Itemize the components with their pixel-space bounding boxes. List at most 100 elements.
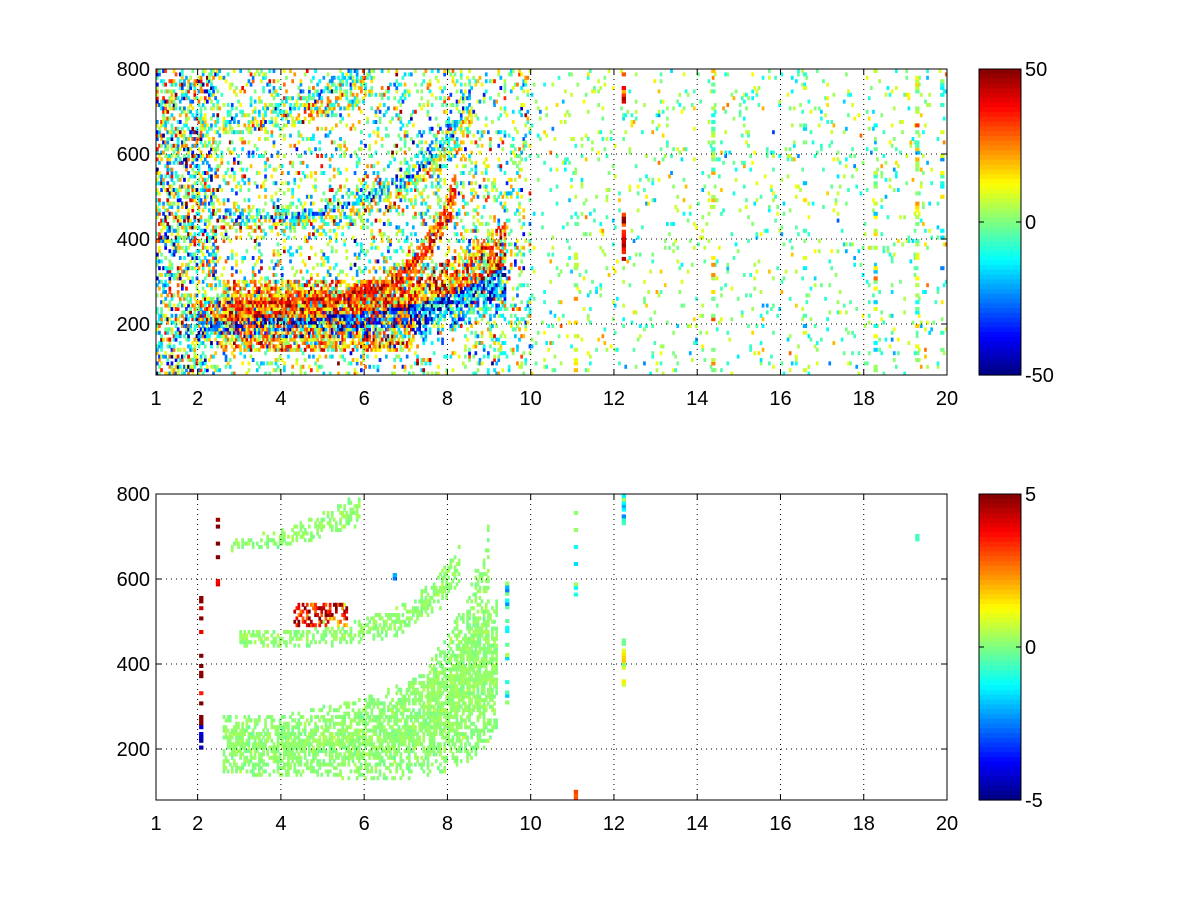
heatmap-cell [183, 296, 186, 301]
heatmap-cell [258, 225, 261, 230]
heatmap-cell [395, 310, 399, 315]
heatmap-cell [399, 167, 403, 172]
heatmap-cell [156, 123, 159, 128]
heatmap-cell [432, 279, 436, 284]
heatmap-cell [206, 225, 209, 230]
heatmap-cell [241, 279, 244, 284]
heatmap-cell [228, 140, 232, 145]
heatmap-cell [291, 337, 294, 342]
heatmap-cell [335, 123, 338, 128]
heatmap-cell [355, 201, 359, 206]
heatmap-cell [176, 174, 180, 179]
heatmap-cell [407, 198, 411, 203]
heatmap-cell [393, 344, 396, 349]
heatmap-cell [395, 313, 399, 318]
heatmap-cell [332, 113, 336, 118]
heatmap-cell [303, 150, 307, 155]
heatmap-cell [193, 130, 197, 135]
heatmap-cell [274, 300, 278, 305]
heatmap-cell [399, 160, 403, 165]
heatmap-cell [168, 174, 172, 179]
heatmap-cell [370, 79, 374, 84]
heatmap-cell [426, 99, 430, 104]
heatmap-cell [239, 351, 242, 356]
heatmap-cell [189, 232, 192, 237]
heatmap-cell [285, 330, 288, 335]
heatmap-cell [407, 72, 411, 77]
heatmap-cell [181, 96, 184, 101]
heatmap-cell [280, 293, 284, 298]
heatmap-cell [434, 164, 438, 169]
heatmap-cell [289, 286, 292, 291]
heatmap-cell [401, 317, 405, 322]
heatmap-cell [395, 283, 399, 288]
heatmap-cell [372, 303, 376, 308]
heatmap-cell [168, 205, 172, 209]
heatmap-cell [391, 205, 394, 209]
heatmap-cell [326, 293, 330, 298]
heatmap-cell [401, 283, 405, 288]
heatmap-cell [264, 188, 267, 192]
heatmap-cell [305, 164, 309, 169]
heatmap-cell [399, 96, 403, 101]
heatmap-cell [320, 290, 324, 294]
heatmap-cell [218, 133, 222, 138]
heatmap-cell [189, 330, 192, 335]
heatmap-cell [258, 324, 261, 328]
heatmap-cell [389, 222, 392, 226]
heatmap-cell [403, 194, 407, 199]
heatmap-cell [378, 188, 382, 192]
heatmap-cell [366, 120, 369, 124]
heatmap-cell [287, 188, 290, 192]
heatmap-cell [249, 344, 253, 349]
heatmap-cell [341, 232, 344, 237]
heatmap-cell [328, 235, 332, 240]
heatmap-cell [174, 354, 178, 359]
heatmap-cell [339, 300, 342, 305]
heatmap-cell [160, 361, 163, 366]
heatmap-cell [391, 324, 394, 328]
heatmap-cell [293, 286, 297, 291]
heatmap-cell [382, 334, 386, 339]
heatmap-cell [280, 286, 284, 291]
heatmap-cell [385, 208, 388, 213]
heatmap-cell [199, 116, 203, 121]
heatmap-cell [345, 222, 349, 226]
heatmap-cell [372, 120, 376, 124]
heatmap-cell [276, 92, 280, 97]
heatmap-cell [176, 364, 180, 369]
heatmap-cell [253, 239, 257, 243]
heatmap-cell [308, 194, 311, 199]
heatmap-cell [434, 137, 438, 141]
heatmap-cell [181, 184, 184, 189]
heatmap-cell [260, 293, 263, 298]
heatmap-cell [308, 120, 311, 124]
heatmap-cell [181, 126, 184, 131]
heatmap-cell [387, 89, 390, 94]
heatmap-cell [339, 341, 342, 345]
heatmap-cell [156, 320, 159, 325]
heatmap-cell [189, 184, 192, 189]
heatmap-cell [228, 358, 232, 362]
heatmap-cell [185, 245, 188, 250]
heatmap-cell [308, 218, 311, 223]
heatmap-cell [258, 208, 261, 213]
heatmap-cell [332, 310, 336, 315]
heatmap-cell [297, 171, 301, 175]
heatmap-cell [291, 320, 294, 325]
heatmap-cell [349, 72, 353, 77]
heatmap-cell [351, 222, 355, 226]
heatmap-cell [280, 222, 284, 226]
heatmap-cell [322, 286, 326, 291]
heatmap-cell [239, 303, 242, 308]
heatmap-cell [355, 293, 359, 298]
heatmap-cell [366, 116, 369, 121]
heatmap-cell [412, 300, 415, 305]
heatmap-cell [339, 296, 342, 301]
heatmap-cell [424, 334, 428, 339]
heatmap-cell [264, 160, 267, 165]
heatmap-cell [376, 160, 380, 165]
heatmap-cell [224, 324, 228, 328]
heatmap-cell [193, 327, 197, 332]
heatmap-cell [253, 273, 257, 277]
